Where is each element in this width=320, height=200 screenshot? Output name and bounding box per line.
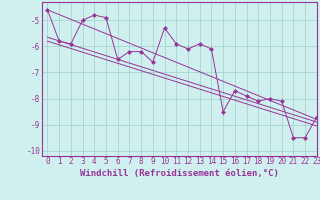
- X-axis label: Windchill (Refroidissement éolien,°C): Windchill (Refroidissement éolien,°C): [80, 169, 279, 178]
